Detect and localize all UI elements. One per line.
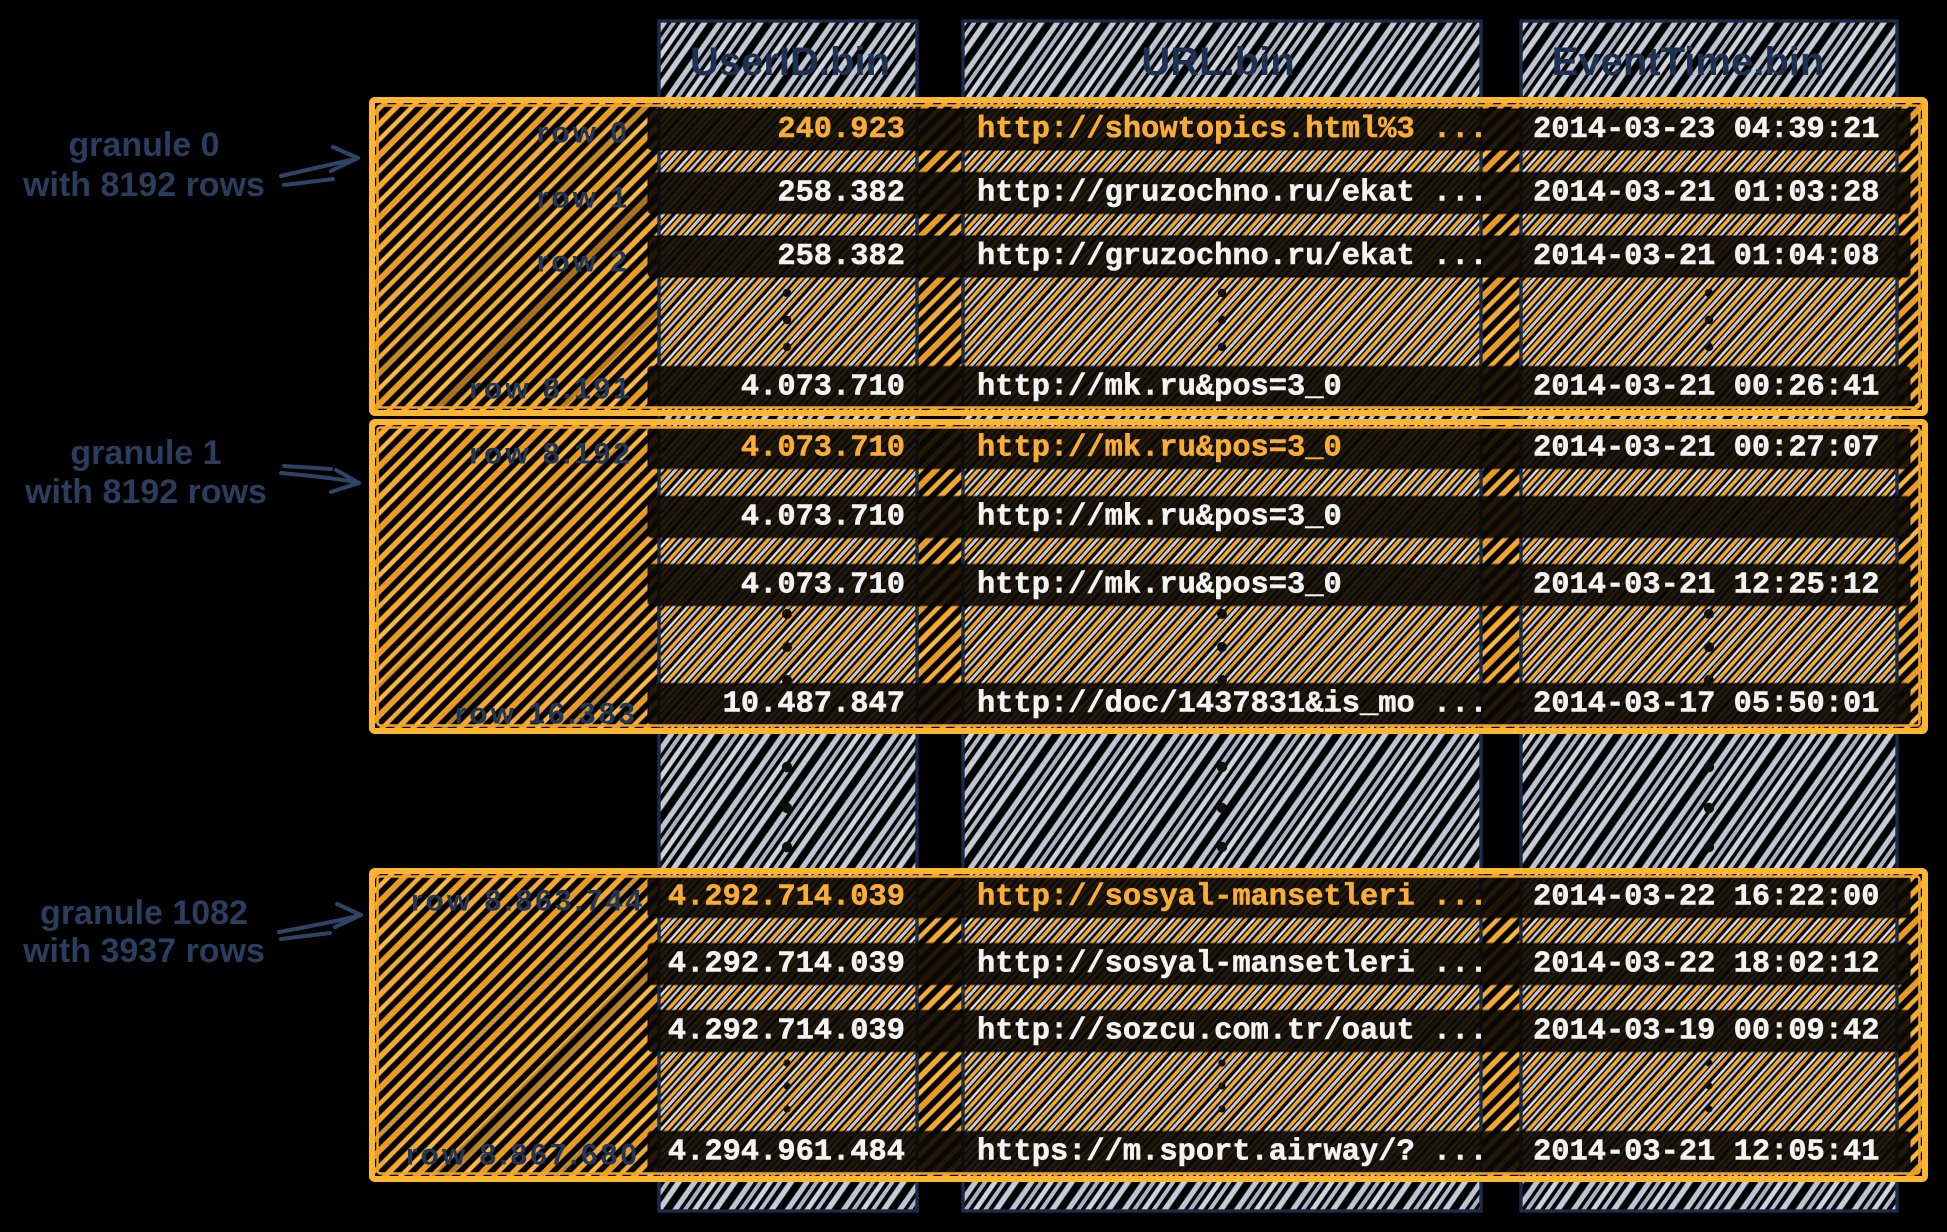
svg-text:https://m.sport.airway/? ...: https://m.sport.airway/? ... — [977, 1136, 1488, 1170]
svg-text:URL.bin: URL.bin — [1141, 40, 1294, 84]
svg-text:with 8192 rows: with 8192 rows — [22, 166, 265, 204]
svg-text:row 2: row 2 — [537, 246, 630, 279]
svg-text:granule 1: granule 1 — [70, 434, 221, 472]
svg-text:2014-03-22 18:02:12: 2014-03-22 18:02:12 — [1533, 948, 1880, 982]
svg-text:http://gruzochno.ru/ekat ...: http://gruzochno.ru/ekat ... — [977, 177, 1488, 211]
svg-text:258.382: 258.382 — [777, 177, 905, 211]
svg-text:10.487.847: 10.487.847 — [723, 688, 905, 722]
svg-text:4.292.714.039: 4.292.714.039 — [668, 1015, 905, 1049]
svg-text:4.073.710: 4.073.710 — [741, 371, 905, 405]
svg-text:http://gruzochno.ru/ekat ...: http://gruzochno.ru/ekat ... — [977, 240, 1488, 274]
svg-text:4.073.710: 4.073.710 — [741, 569, 905, 603]
svg-text:258.382: 258.382 — [777, 240, 905, 274]
svg-text:UserID.bin: UserID.bin — [690, 40, 890, 84]
svg-text:http://sozcu.com.tr/oaut ...: http://sozcu.com.tr/oaut ... — [977, 1015, 1488, 1049]
svg-text:2014-03-21 01:03:28: 2014-03-21 01:03:28 — [1533, 177, 1880, 211]
svg-text:row 8.867.680: row 8.867.680 — [406, 1139, 640, 1172]
svg-text:2014-03-21 01:04:08: 2014-03-21 01:04:08 — [1533, 240, 1880, 274]
svg-text:EventTime.bin: EventTime.bin — [1552, 40, 1825, 84]
svg-text:row 1: row 1 — [537, 182, 630, 215]
svg-text:http://sosyal-mansetleri ...: http://sosyal-mansetleri ... — [977, 948, 1488, 982]
svg-text:4.073.710: 4.073.710 — [741, 501, 905, 535]
svg-text:4.294.961.484: 4.294.961.484 — [668, 1136, 905, 1170]
svg-text:240.923: 240.923 — [777, 113, 905, 147]
svg-text:row 8.192: row 8.192 — [469, 438, 633, 471]
svg-text:http://showtopics.html%3 ...: http://showtopics.html%3 ... — [977, 113, 1488, 147]
svg-text:http://mk.ru&pos=3_0: http://mk.ru&pos=3_0 — [977, 569, 1342, 603]
svg-text:4.292.714.039: 4.292.714.039 — [668, 948, 905, 982]
svg-text:row 8.191: row 8.191 — [469, 373, 633, 406]
svg-text:2014-03-21 12:05:41: 2014-03-21 12:05:41 — [1533, 1136, 1880, 1170]
svg-text:http://sosyal-mansetleri ...: http://sosyal-mansetleri ... — [977, 881, 1488, 915]
svg-text:2014-03-21 12:25:12: 2014-03-21 12:25:12 — [1533, 569, 1880, 603]
svg-text:http://mk.ru&pos=3_0: http://mk.ru&pos=3_0 — [977, 432, 1342, 466]
svg-text:2014-03-22 16:22:00: 2014-03-22 16:22:00 — [1533, 881, 1880, 915]
svg-text:2014-03-17 05:50:01: 2014-03-17 05:50:01 — [1533, 688, 1880, 722]
svg-text:with 8192 rows: with 8192 rows — [24, 473, 267, 511]
svg-text:2014-03-21 00:27:07: 2014-03-21 00:27:07 — [1533, 432, 1880, 466]
svg-text:2014-03-23 04:39:21: 2014-03-23 04:39:21 — [1533, 113, 1880, 147]
svg-text:4.292.714.039: 4.292.714.039 — [668, 881, 905, 915]
svg-text:http://doc/1437831&is_mo ...: http://doc/1437831&is_mo ... — [977, 688, 1488, 722]
svg-text:row 16.383: row 16.383 — [455, 698, 638, 731]
svg-text:granule 1082: granule 1082 — [40, 894, 248, 932]
svg-text:4.073.710: 4.073.710 — [741, 432, 905, 466]
svg-text:http://mk.ru&pos=3_0: http://mk.ru&pos=3_0 — [977, 371, 1342, 405]
svg-text:row 8.863.744: row 8.863.744 — [411, 885, 645, 918]
svg-text:granule 0: granule 0 — [68, 126, 219, 164]
svg-text:http://mk.ru&pos=3_0: http://mk.ru&pos=3_0 — [977, 501, 1342, 535]
svg-text:2014-03-21 00:26:41: 2014-03-21 00:26:41 — [1533, 371, 1880, 405]
svg-text:with 3937 rows: with 3937 rows — [22, 932, 265, 970]
svg-text:2014-03-19 00:09:42: 2014-03-19 00:09:42 — [1533, 1015, 1880, 1049]
svg-text:row 0: row 0 — [537, 117, 630, 150]
